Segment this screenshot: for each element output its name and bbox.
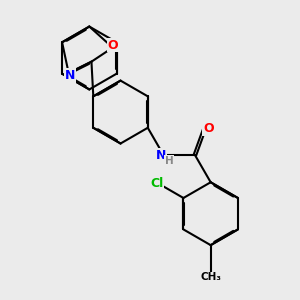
Text: O: O xyxy=(203,122,214,135)
Text: Cl: Cl xyxy=(151,176,164,190)
Text: N: N xyxy=(65,69,75,82)
Text: N: N xyxy=(156,148,166,161)
Text: CH₃: CH₃ xyxy=(200,272,221,282)
Text: H: H xyxy=(165,156,173,166)
Text: O: O xyxy=(107,39,118,52)
